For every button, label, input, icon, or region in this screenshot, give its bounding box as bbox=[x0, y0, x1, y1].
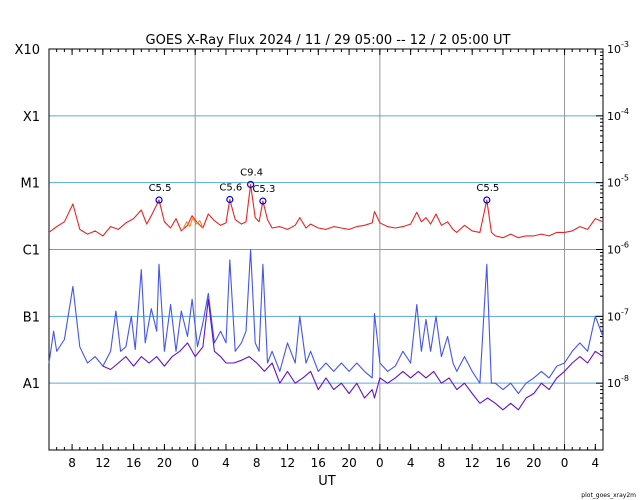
y-right-tick-base: 10 bbox=[607, 244, 621, 257]
y-right-tick-base: 10 bbox=[607, 177, 621, 190]
x-tick-label: 20 bbox=[341, 456, 356, 470]
y-class-label: C1 bbox=[23, 244, 40, 259]
y-right-tick-base: 10 bbox=[607, 43, 621, 56]
x-tick-label: 0 bbox=[561, 456, 569, 470]
x-tick-label: 4 bbox=[222, 456, 230, 470]
flare-marker bbox=[259, 197, 267, 205]
series-line-0 bbox=[48, 183, 604, 239]
y-class-label: M1 bbox=[21, 177, 41, 192]
y-right-tick-base: 10 bbox=[607, 110, 621, 123]
y-right-tick-label: 10-5 bbox=[607, 174, 629, 190]
series-line-3 bbox=[102, 298, 604, 411]
flare-label: C9.4 bbox=[240, 167, 263, 178]
y-right-tick-exponent: -8 bbox=[621, 374, 629, 383]
y-class-label: X1 bbox=[23, 110, 40, 125]
x-tick-label: 8 bbox=[68, 456, 76, 470]
x-tick-label: 4 bbox=[591, 456, 599, 470]
flare-marker bbox=[226, 195, 234, 204]
chart-title: GOES X-Ray Flux 2024 / 11 / 29 05:00 -- … bbox=[146, 33, 511, 48]
flare-label: C5.6 bbox=[219, 182, 242, 193]
y-right-tick-base: 10 bbox=[607, 377, 621, 390]
y-right-tick-label: 10-4 bbox=[607, 107, 629, 123]
footer-label: plot_goes_xray2m bbox=[581, 492, 636, 499]
series-line-2 bbox=[48, 248, 604, 395]
y-class-label: B1 bbox=[23, 310, 40, 325]
y-right-tick-label: 10-7 bbox=[607, 307, 629, 323]
flare-label: C5.3 bbox=[252, 184, 275, 195]
x-tick-label: 8 bbox=[253, 456, 261, 470]
y-class-label: X10 bbox=[15, 43, 40, 58]
y-right-tick-label: 10-8 bbox=[607, 374, 629, 390]
y-right-tick-label: 10-3 bbox=[607, 40, 629, 56]
x-tick-label: 16 bbox=[311, 456, 326, 470]
y-class-label: A1 bbox=[23, 377, 40, 392]
y-right-tick-exponent: -6 bbox=[621, 241, 629, 250]
x-tick-label: 12 bbox=[280, 456, 295, 470]
x-tick-label: 0 bbox=[191, 456, 199, 470]
x-axis-label: UT bbox=[318, 474, 336, 489]
y-right-tick-label: 10-6 bbox=[607, 241, 629, 257]
y-right-tick-exponent: -7 bbox=[621, 307, 629, 316]
y-right-tick-exponent: -4 bbox=[621, 107, 629, 116]
series-line-1 bbox=[182, 217, 204, 230]
x-tick-label: 12 bbox=[95, 456, 110, 470]
flare-label: C5.5 bbox=[149, 183, 172, 194]
x-tick-label: 16 bbox=[495, 456, 510, 470]
x-tick-label: 20 bbox=[526, 456, 541, 470]
x-tick-label: 4 bbox=[407, 456, 415, 470]
flare-marker bbox=[483, 196, 491, 204]
x-tick-label: 0 bbox=[376, 456, 384, 470]
x-tick-label: 16 bbox=[126, 456, 141, 470]
flare-marker bbox=[246, 180, 255, 189]
y-right-tick-base: 10 bbox=[607, 310, 621, 323]
flare-marker bbox=[155, 196, 163, 204]
x-tick-label: 8 bbox=[438, 456, 446, 470]
y-right-tick-exponent: -5 bbox=[621, 174, 629, 183]
flare-label: C5.5 bbox=[476, 183, 499, 194]
x-tick-label: 12 bbox=[465, 456, 480, 470]
y-right-tick-exponent: -3 bbox=[621, 40, 629, 49]
x-tick-label: 20 bbox=[157, 456, 172, 470]
